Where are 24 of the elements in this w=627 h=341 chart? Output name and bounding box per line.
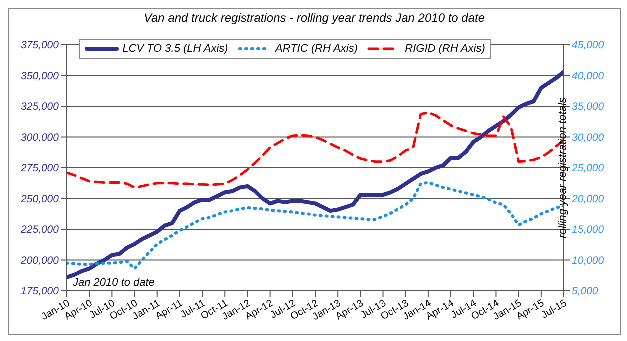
y-tick-label: 175,000 <box>21 286 60 298</box>
y2-tick-label: 25,000 <box>571 162 604 175</box>
annotation: Jan 2010 to date <box>73 277 155 289</box>
chart-title: Van and truck registrations - rolling year trends Jan 2010 to date <box>142 11 486 25</box>
y-tick-label: 225,000 <box>20 224 60 236</box>
legend-label: RIGID (RH Axis) <box>405 43 486 55</box>
y-tick-label: 275,000 <box>20 162 60 175</box>
y2-tick-label: 45,000 <box>572 40 604 52</box>
y-tick-label: 200,000 <box>20 254 60 267</box>
y2-tick-label: 30,000 <box>572 132 604 144</box>
y-tick-label: 375,000 <box>21 40 60 52</box>
y-tick-label: 350,000 <box>21 70 60 82</box>
y2-tick-label: 5,000 <box>572 286 598 298</box>
y2-tick-label: 20,000 <box>571 193 604 206</box>
y2-tick-label: 35,000 <box>572 101 604 114</box>
y2-tick-label: 15,000 <box>572 224 604 236</box>
legend-label: ARTIC (RH Axis) <box>276 43 358 55</box>
y2-tick-label: 40,000 <box>572 70 604 82</box>
legend-label: LCV TO 3.5 (LH Axis) <box>122 43 228 55</box>
y2-tick-label: 10,000 <box>572 254 604 267</box>
y-tick-label: 300,000 <box>21 132 60 144</box>
y-tick-label: 250,000 <box>20 193 60 206</box>
y-tick-label: 325,000 <box>21 101 60 114</box>
y2-axis-title: rolling year registration totals <box>556 97 569 238</box>
